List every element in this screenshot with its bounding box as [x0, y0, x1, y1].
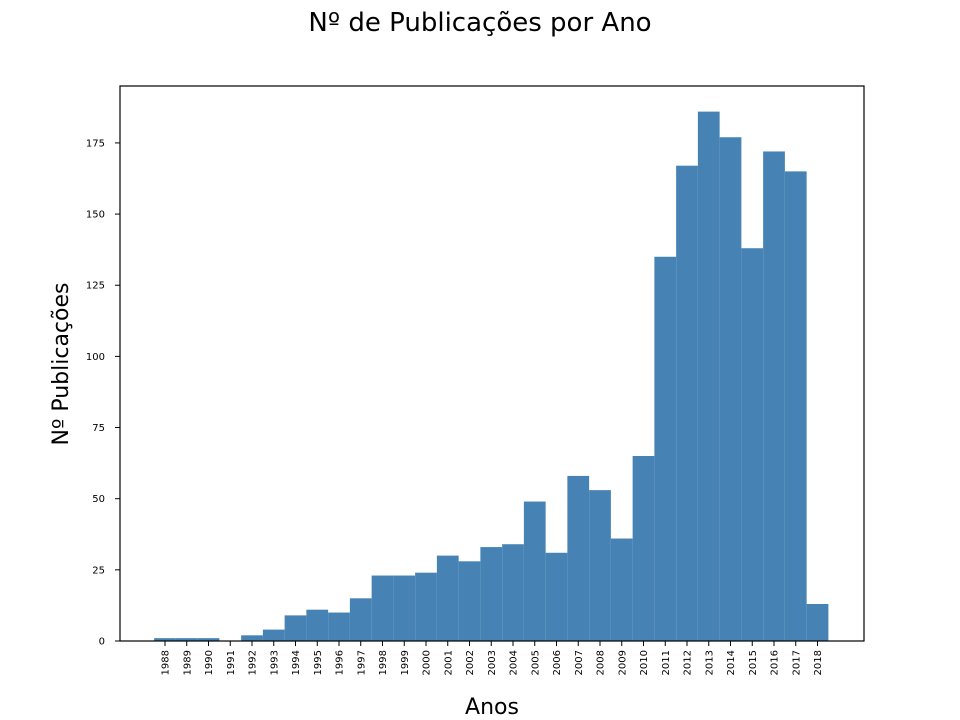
bar-1995	[306, 609, 329, 641]
x-tick-label-2008: 2008	[596, 650, 607, 675]
bar-1996	[328, 612, 350, 641]
y-tick-label-125: 125	[86, 281, 105, 292]
x-tick-label-1993: 1993	[269, 650, 280, 675]
bar-2018	[806, 604, 829, 641]
bars-group	[154, 111, 829, 642]
x-tick-label-2012: 2012	[683, 650, 694, 675]
x-tick-label-1999: 1999	[400, 650, 411, 675]
bar-2005	[523, 501, 546, 641]
x-tick-label-2010: 2010	[639, 650, 650, 675]
x-tick-label-1992: 1992	[248, 650, 259, 675]
x-tick-label-1988: 1988	[161, 650, 172, 675]
bar-2013	[697, 111, 720, 642]
y-tick-label-25: 25	[92, 565, 105, 576]
bar-2003	[480, 547, 503, 641]
y-axis-label: Nº Publicações	[49, 283, 74, 446]
x-tick-label-2009: 2009	[617, 650, 628, 675]
bar-2012	[676, 165, 698, 641]
x-axis-label: Anos	[465, 695, 519, 720]
bar-2002	[458, 561, 481, 641]
bar-2011	[654, 256, 677, 641]
x-tick-label-2014: 2014	[726, 650, 737, 675]
bar-2016	[763, 151, 785, 641]
y-tick-label-75: 75	[92, 423, 105, 434]
y-tick-label-175: 175	[86, 138, 105, 149]
plot-frame	[119, 85, 865, 642]
x-tick-label-2002: 2002	[465, 650, 476, 675]
y-tick-label-100: 100	[86, 352, 105, 363]
x-tick-label-1989: 1989	[182, 650, 193, 675]
bar-1990	[197, 638, 220, 641]
x-tick-label-2011: 2011	[661, 650, 672, 675]
x-tick-label-2017: 2017	[791, 650, 802, 675]
y-tick-label-50: 50	[92, 494, 105, 505]
x-tick-label-2001: 2001	[443, 650, 454, 675]
bar-2000	[415, 572, 437, 641]
bar-1993	[262, 629, 285, 641]
bar-2010	[632, 456, 655, 641]
bar-1999	[393, 575, 416, 641]
chart-title: Nº de Publicações por Ano	[308, 8, 652, 38]
bar-1989	[175, 638, 198, 641]
x-tick-label-1991: 1991	[226, 650, 237, 675]
x-tick-label-2018: 2018	[813, 650, 824, 675]
bar-2014	[719, 137, 742, 642]
y-axis: 0 25 50 75 100 125 150 175	[86, 138, 120, 648]
x-tick-label-2016: 2016	[770, 650, 781, 675]
x-tick-label-2006: 2006	[552, 650, 563, 675]
x-tick-label-2007: 2007	[574, 650, 585, 675]
bar-2004	[502, 544, 524, 641]
x-axis: 1988 1989 1990 1991 1992 1993 1994 1995 1996 1997…	[161, 641, 824, 675]
x-tick-label-2000: 2000	[422, 650, 433, 675]
bar-2017	[784, 171, 807, 641]
bar-2009	[610, 538, 633, 641]
bar-1998	[371, 575, 394, 641]
bar-2015	[741, 248, 764, 642]
x-tick-label-2005: 2005	[530, 650, 541, 675]
bar-1994	[284, 615, 307, 641]
y-tick-label-150: 150	[86, 210, 105, 221]
bar-1992	[241, 635, 263, 641]
x-tick-label-1997: 1997	[356, 650, 367, 675]
bar-2007	[567, 475, 590, 641]
x-tick-label-2013: 2013	[704, 650, 715, 675]
bar-1988	[154, 638, 176, 641]
x-tick-label-1995: 1995	[313, 650, 324, 675]
x-tick-label-1998: 1998	[378, 650, 389, 675]
x-tick-label-1994: 1994	[291, 650, 302, 675]
x-tick-label-2004: 2004	[509, 650, 520, 675]
bar-1997	[349, 598, 372, 641]
x-tick-label-1990: 1990	[204, 650, 215, 675]
x-tick-label-2003: 2003	[487, 650, 498, 675]
x-tick-label-1996: 1996	[335, 650, 346, 675]
bar-2006	[545, 552, 568, 641]
bar-2008	[589, 490, 611, 641]
x-tick-label-2015: 2015	[748, 650, 759, 675]
y-tick-label-0: 0	[99, 637, 105, 648]
bar-2001	[436, 555, 459, 641]
